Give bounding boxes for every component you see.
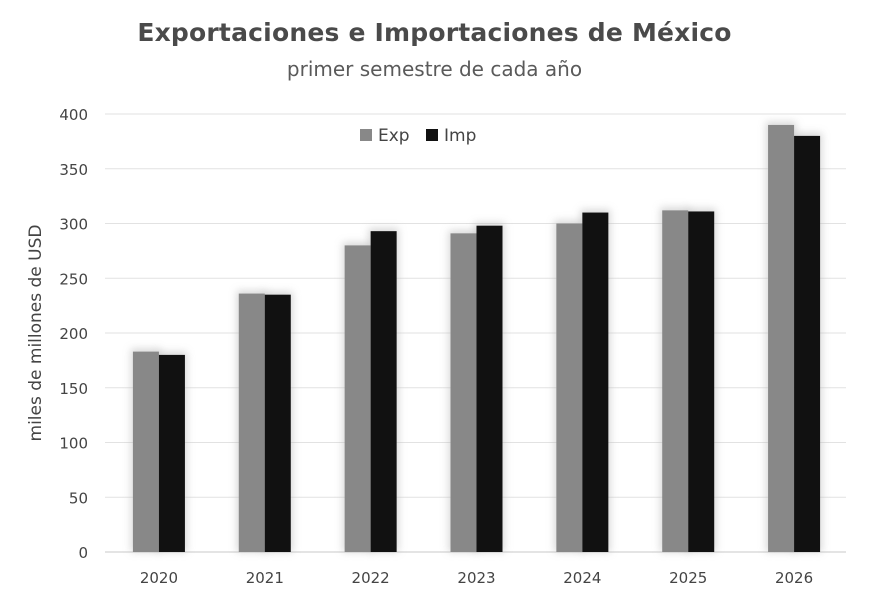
y-axis-label: miles de millones de USD (26, 225, 46, 442)
x-tick-label: 2023 (457, 569, 495, 587)
x-tick-label: 2022 (352, 569, 390, 587)
y-axis: 0 50 100 150 200 250 300 350 400 (59, 106, 88, 562)
legend: Exp Imp (360, 126, 476, 146)
bars (132, 124, 821, 553)
chart-subtitle: primer semestre de cada año (286, 57, 583, 81)
x-tick-label: 2024 (563, 569, 601, 587)
y-tick-label: 350 (59, 161, 88, 179)
legend-swatch-exp (360, 129, 372, 141)
bar-imp-2025 (688, 211, 715, 552)
bar-exp-2022 (344, 245, 371, 552)
y-tick-label: 250 (59, 270, 88, 288)
y-tick-label: 400 (59, 106, 88, 124)
bar-imp-2022 (370, 231, 397, 553)
legend-label-exp: Exp (378, 126, 410, 146)
chart-title: Exportaciones e Importaciones de México (137, 18, 732, 47)
bar-exp-2021 (238, 293, 265, 552)
y-tick-label: 150 (59, 380, 88, 398)
bar-exp-2026 (768, 124, 795, 552)
x-tick-label: 2025 (669, 569, 707, 587)
y-tick-label: 50 (69, 489, 88, 507)
x-tick-label: 2021 (246, 569, 284, 587)
x-tick-label: 2020 (140, 569, 178, 587)
y-tick-label: 200 (59, 325, 88, 343)
y-tick-label: 100 (59, 435, 88, 453)
x-tick-label: 2026 (775, 569, 813, 587)
bar-imp-2026 (794, 135, 821, 552)
legend-swatch-imp (426, 129, 438, 141)
bar-imp-2024 (582, 212, 609, 553)
bar-imp-2023 (476, 225, 503, 552)
bar-imp-2020 (158, 354, 185, 552)
y-tick-label: 300 (59, 216, 88, 234)
bar-imp-2021 (264, 294, 291, 552)
bar-exp-2023 (450, 233, 477, 553)
legend-label-imp: Imp (444, 126, 476, 146)
y-tick-label: 0 (78, 544, 88, 562)
bar-exp-2025 (662, 210, 689, 553)
bar-exp-2020 (132, 351, 159, 552)
x-axis: 2020 2021 2022 2023 2024 2025 2026 (140, 569, 813, 587)
bar-exp-2024 (556, 223, 583, 552)
